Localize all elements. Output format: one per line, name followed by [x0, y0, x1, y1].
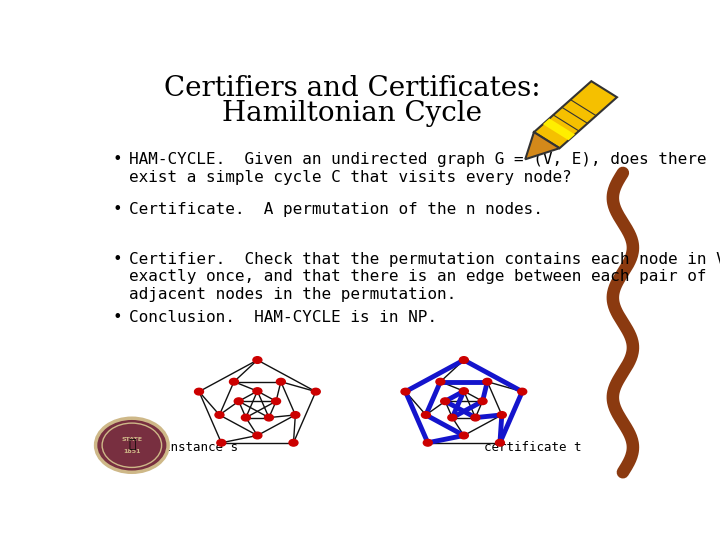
- Circle shape: [471, 414, 480, 421]
- Circle shape: [421, 411, 431, 418]
- Text: instance s: instance s: [163, 441, 238, 454]
- Text: 🔥: 🔥: [128, 437, 135, 450]
- Circle shape: [478, 398, 487, 404]
- Text: Certificate.  A permutation of the n nodes.: Certificate. A permutation of the n node…: [129, 202, 543, 217]
- Text: certificate t: certificate t: [484, 441, 581, 454]
- Circle shape: [234, 398, 243, 404]
- Circle shape: [253, 388, 262, 394]
- Text: Certifier.  Check that the permutation contains each node in V
exactly once, and: Certifier. Check that the permutation co…: [129, 252, 720, 302]
- Circle shape: [518, 388, 527, 395]
- Circle shape: [498, 411, 506, 418]
- Text: 1851: 1851: [123, 449, 140, 454]
- Circle shape: [495, 440, 505, 446]
- Polygon shape: [534, 81, 617, 148]
- Polygon shape: [526, 132, 559, 159]
- Circle shape: [459, 388, 468, 394]
- Circle shape: [459, 357, 468, 363]
- Text: Conclusion.  HAM-CYCLE is in NP.: Conclusion. HAM-CYCLE is in NP.: [129, 310, 437, 325]
- Circle shape: [253, 357, 262, 363]
- Circle shape: [441, 398, 450, 404]
- Circle shape: [436, 379, 445, 385]
- Circle shape: [423, 440, 432, 446]
- Circle shape: [291, 411, 300, 418]
- Circle shape: [271, 398, 281, 404]
- Circle shape: [459, 432, 468, 439]
- Circle shape: [448, 414, 456, 421]
- Circle shape: [217, 440, 226, 446]
- Circle shape: [483, 379, 492, 385]
- Circle shape: [194, 388, 204, 395]
- Polygon shape: [543, 118, 575, 140]
- Text: •: •: [112, 152, 122, 167]
- Text: STATE: STATE: [122, 436, 143, 442]
- Text: Hamiltonian Cycle: Hamiltonian Cycle: [222, 100, 482, 127]
- Text: •: •: [112, 310, 122, 325]
- Circle shape: [311, 388, 320, 395]
- Circle shape: [401, 388, 410, 395]
- Text: •: •: [112, 252, 122, 267]
- Circle shape: [215, 411, 224, 418]
- Text: •: •: [112, 202, 122, 217]
- Circle shape: [230, 379, 238, 385]
- Text: HAM-CYCLE.  Given an undirected graph G = (V, E), does there
exist a simple cycl: HAM-CYCLE. Given an undirected graph G =…: [129, 152, 706, 185]
- Circle shape: [289, 440, 298, 446]
- Circle shape: [241, 414, 251, 421]
- Circle shape: [96, 418, 168, 472]
- Circle shape: [276, 379, 285, 385]
- Circle shape: [264, 414, 274, 421]
- Text: Certifiers and Certificates:: Certifiers and Certificates:: [164, 75, 541, 102]
- Circle shape: [253, 432, 262, 439]
